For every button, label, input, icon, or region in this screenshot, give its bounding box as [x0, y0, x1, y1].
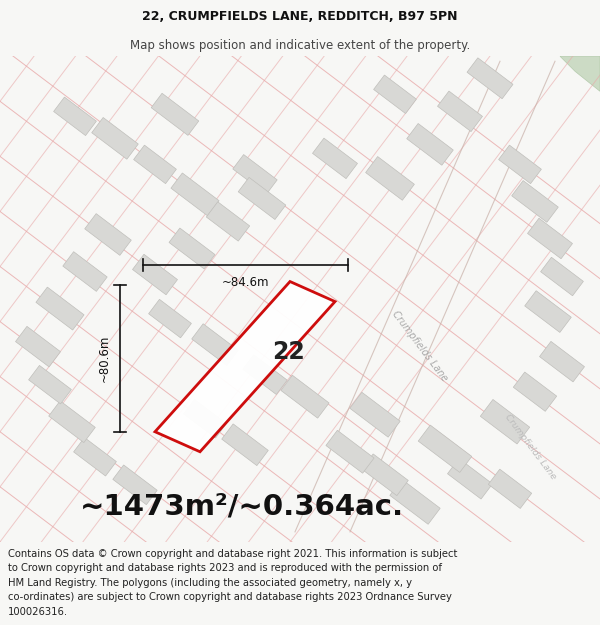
Polygon shape [437, 91, 482, 132]
Polygon shape [374, 75, 416, 114]
Polygon shape [481, 399, 530, 444]
Polygon shape [238, 177, 286, 219]
Polygon shape [390, 479, 440, 524]
Polygon shape [151, 93, 199, 136]
Polygon shape [527, 218, 572, 259]
Polygon shape [192, 324, 238, 366]
Polygon shape [155, 281, 335, 452]
Polygon shape [541, 258, 583, 296]
Polygon shape [350, 392, 400, 437]
Polygon shape [63, 252, 107, 291]
Polygon shape [281, 375, 329, 418]
Text: ~80.6m: ~80.6m [97, 334, 110, 382]
Polygon shape [525, 291, 571, 332]
Polygon shape [467, 58, 513, 99]
Polygon shape [514, 372, 557, 411]
Polygon shape [488, 469, 532, 509]
Text: HM Land Registry. The polygons (including the associated geometry, namely x, y: HM Land Registry. The polygons (includin… [8, 578, 412, 587]
Polygon shape [233, 154, 277, 194]
Polygon shape [134, 145, 176, 184]
Polygon shape [49, 401, 95, 442]
Polygon shape [326, 430, 374, 473]
Polygon shape [365, 156, 415, 200]
Polygon shape [206, 202, 250, 241]
Polygon shape [92, 118, 138, 159]
Text: ~1473m²/~0.364ac.: ~1473m²/~0.364ac. [80, 493, 404, 521]
Polygon shape [222, 424, 268, 466]
Polygon shape [36, 287, 84, 330]
Text: ~84.6m: ~84.6m [222, 276, 269, 289]
Text: Crumpfields Lane: Crumpfields Lane [390, 309, 450, 384]
Polygon shape [171, 173, 219, 216]
Text: Crumpfields Lane: Crumpfields Lane [503, 412, 557, 481]
Polygon shape [53, 97, 97, 136]
Polygon shape [448, 459, 493, 499]
Polygon shape [243, 355, 287, 394]
Polygon shape [169, 228, 215, 269]
Text: Map shows position and indicative extent of the property.: Map shows position and indicative extent… [130, 39, 470, 51]
Text: Contains OS data © Crown copyright and database right 2021. This information is : Contains OS data © Crown copyright and d… [8, 549, 457, 559]
Polygon shape [149, 299, 191, 338]
Text: 22, CRUMPFIELDS LANE, REDDITCH, B97 5PN: 22, CRUMPFIELDS LANE, REDDITCH, B97 5PN [142, 11, 458, 23]
Text: to Crown copyright and database rights 2023 and is reproduced with the permissio: to Crown copyright and database rights 2… [8, 563, 442, 573]
Text: 22: 22 [272, 339, 304, 364]
Polygon shape [16, 326, 61, 367]
Polygon shape [362, 454, 408, 496]
Polygon shape [512, 181, 558, 222]
Text: co-ordinates) are subject to Crown copyright and database rights 2023 Ordnance S: co-ordinates) are subject to Crown copyr… [8, 592, 452, 602]
Polygon shape [133, 254, 178, 295]
Polygon shape [85, 214, 131, 256]
Polygon shape [113, 465, 157, 504]
Polygon shape [499, 145, 541, 184]
Polygon shape [560, 56, 600, 91]
Polygon shape [184, 399, 226, 438]
Polygon shape [313, 138, 358, 179]
Text: 100026316.: 100026316. [8, 607, 68, 617]
Polygon shape [29, 366, 71, 404]
Polygon shape [74, 438, 116, 476]
Polygon shape [539, 341, 584, 382]
Polygon shape [418, 425, 472, 472]
Polygon shape [407, 124, 453, 165]
